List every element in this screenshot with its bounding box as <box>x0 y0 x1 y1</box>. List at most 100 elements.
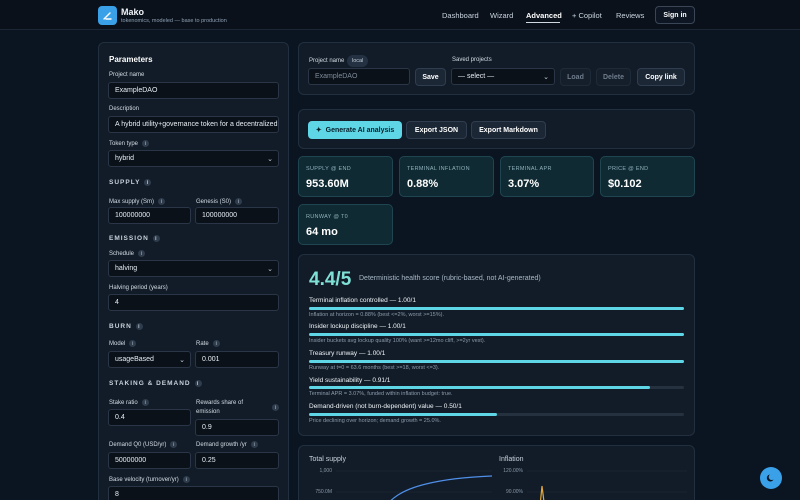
parameters-panel: Parameters Project name ExampleDAO Descr… <box>98 42 289 500</box>
base-velocity-input[interactable]: 8 <box>108 486 279 500</box>
save-button[interactable]: Save <box>415 68 446 86</box>
theme-toggle-button[interactable] <box>760 467 782 489</box>
emission-section-title: EMISSION i <box>109 235 160 242</box>
burn-model-label: Model i <box>109 340 137 347</box>
base-velocity-label-text: Base velocity (turnover/yr) <box>109 477 179 484</box>
inflation-tick-label: 120.00% <box>503 468 523 474</box>
info-icon[interactable]: i <box>272 404 279 411</box>
info-icon[interactable]: i <box>138 250 146 257</box>
charts-panel: Total supply 1,000 750.0M Inflation 120.… <box>298 445 695 500</box>
rewards-share-label: Rewards share of emission <box>196 399 243 417</box>
health-score-panel: 4.4/5 Deterministic health score (rubric… <box>298 254 695 436</box>
metric-bar <box>309 333 684 336</box>
burn-rate-label: Rate i <box>196 340 220 347</box>
schedule-value: halving <box>115 265 138 272</box>
info-icon[interactable]: i <box>141 399 149 406</box>
demand-growth-label: Demand growth /yr i <box>196 441 258 448</box>
metric-bar <box>309 386 684 389</box>
nav-wizard[interactable]: Wizard <box>490 11 514 20</box>
project-name-label: Project name <box>109 72 145 78</box>
project-name-input[interactable]: ExampleDAO <box>108 82 279 99</box>
halving-input[interactable]: 4 <box>108 294 279 311</box>
base-velocity-label: Base velocity (turnover/yr) i <box>109 476 190 483</box>
genesis-input[interactable]: 100000000 <box>195 207 279 224</box>
burn-section-text: BURN <box>109 323 132 331</box>
info-icon[interactable]: i <box>152 235 160 242</box>
rewards-share-label-line2: emission <box>196 409 220 415</box>
sparkle-icon: ✦ <box>315 127 322 134</box>
stat-caption: SUPPLY @ END <box>306 166 352 172</box>
token-type-label: Token type i <box>109 140 150 147</box>
saved-projects-label: Saved projects <box>452 57 492 63</box>
genesis-label: Genesis (S0) i <box>196 198 243 205</box>
stat-caption: TERMINAL APR <box>508 166 552 172</box>
info-icon[interactable]: i <box>135 323 143 330</box>
token-type-value: hybrid <box>115 155 135 162</box>
schedule-label-text: Schedule <box>109 251 135 258</box>
stat-value: 953.60M <box>306 178 349 190</box>
description-input[interactable]: A hybrid utility+governance token for a … <box>108 116 279 133</box>
stat-caption: PRICE @ END <box>608 166 649 172</box>
burn-rate-input[interactable]: 0.001 <box>195 351 279 368</box>
info-icon[interactable]: i <box>212 340 220 347</box>
project-name-bar-input[interactable]: ExampleDAO <box>308 68 410 85</box>
metric-title: Demand-driven (not burn-dependent) value… <box>309 403 462 410</box>
load-button[interactable]: Load <box>560 68 591 86</box>
burn-rate-label-text: Rate <box>196 341 209 348</box>
demand-growth-label-text: Demand growth /yr <box>196 442 247 449</box>
metric-title: Treasury runway — 1.00/1 <box>309 350 386 357</box>
chevron-down-icon: ⌄ <box>267 156 273 163</box>
nav-reviews[interactable]: Reviews <box>616 11 645 20</box>
export-markdown-button[interactable]: Export Markdown <box>471 121 546 139</box>
feather-icon <box>103 12 112 20</box>
nav-copilot[interactable]: + Copilot <box>572 11 602 20</box>
info-icon[interactable]: i <box>144 179 152 186</box>
stake-ratio-label-text: Stake ratio <box>109 400 138 407</box>
stake-ratio-input[interactable]: 0.4 <box>108 409 191 426</box>
delete-button[interactable]: Delete <box>596 68 631 86</box>
nav-advanced[interactable]: Advanced <box>526 11 562 20</box>
demand-growth-input[interactable]: 0.25 <box>195 452 279 469</box>
schedule-select[interactable]: halving ⌄ <box>108 260 279 277</box>
burn-section-title: BURN i <box>109 323 143 330</box>
demand-q0-input[interactable]: 50000000 <box>108 452 191 469</box>
rewards-share-input[interactable]: 0.9 <box>195 419 279 436</box>
generate-ai-analysis-button[interactable]: ✦ Generate AI analysis <box>308 121 402 139</box>
burn-model-select[interactable]: usageBased ⌄ <box>108 351 191 368</box>
info-icon[interactable]: i <box>250 441 258 448</box>
top-bar: Mako tokenomics, modeled — base to produ… <box>0 0 800 30</box>
info-icon[interactable]: i <box>142 140 150 147</box>
nav-dashboard[interactable]: Dashboard <box>442 11 479 20</box>
metric-note: Insider buckets avg lockup quality 100% … <box>309 338 486 344</box>
info-icon[interactable]: i <box>194 380 202 387</box>
metric-bar-fill <box>309 307 684 310</box>
info-icon[interactable]: i <box>170 441 178 448</box>
app-logo[interactable] <box>98 6 117 25</box>
project-name-bar-label: Project name <box>309 58 345 64</box>
health-score-value: 4.4/5 <box>309 269 352 290</box>
metric-bar-fill <box>309 386 651 389</box>
stat-value: 64 mo <box>306 226 338 238</box>
info-icon[interactable]: i <box>158 198 166 205</box>
max-supply-label-text: Max supply (Sm) <box>109 199 155 206</box>
info-icon[interactable]: i <box>235 198 243 205</box>
chevron-down-icon: ⌄ <box>543 74 549 81</box>
saved-projects-select[interactable]: — select — ⌄ <box>451 68 555 85</box>
info-icon[interactable]: i <box>182 476 190 483</box>
max-supply-input[interactable]: 100000000 <box>108 207 191 224</box>
sign-in-button[interactable]: Sign in <box>655 6 695 24</box>
burn-model-value: usageBased <box>115 356 154 363</box>
metric-title: Insider lockup discipline — 1.00/1 <box>309 323 406 330</box>
chevron-down-icon: ⌄ <box>179 357 185 364</box>
export-json-button[interactable]: Export JSON <box>406 121 467 139</box>
parameters-title: Parameters <box>109 55 153 64</box>
copy-link-button[interactable]: Copy link <box>637 68 685 86</box>
supply-section-title: SUPPLY i <box>109 179 152 186</box>
health-score-description: Deterministic health score (rubric-based… <box>359 275 541 282</box>
app-tagline: tokenomics, modeled — base to production <box>121 18 227 24</box>
staking-section-text: STAKING & DEMAND <box>109 380 191 388</box>
info-icon[interactable]: i <box>129 340 137 347</box>
demand-q0-label-text: Demand Q0 (USD/yr) <box>109 442 167 449</box>
saved-projects-value: — select — <box>458 73 495 80</box>
token-type-select[interactable]: hybrid ⌄ <box>108 150 279 167</box>
